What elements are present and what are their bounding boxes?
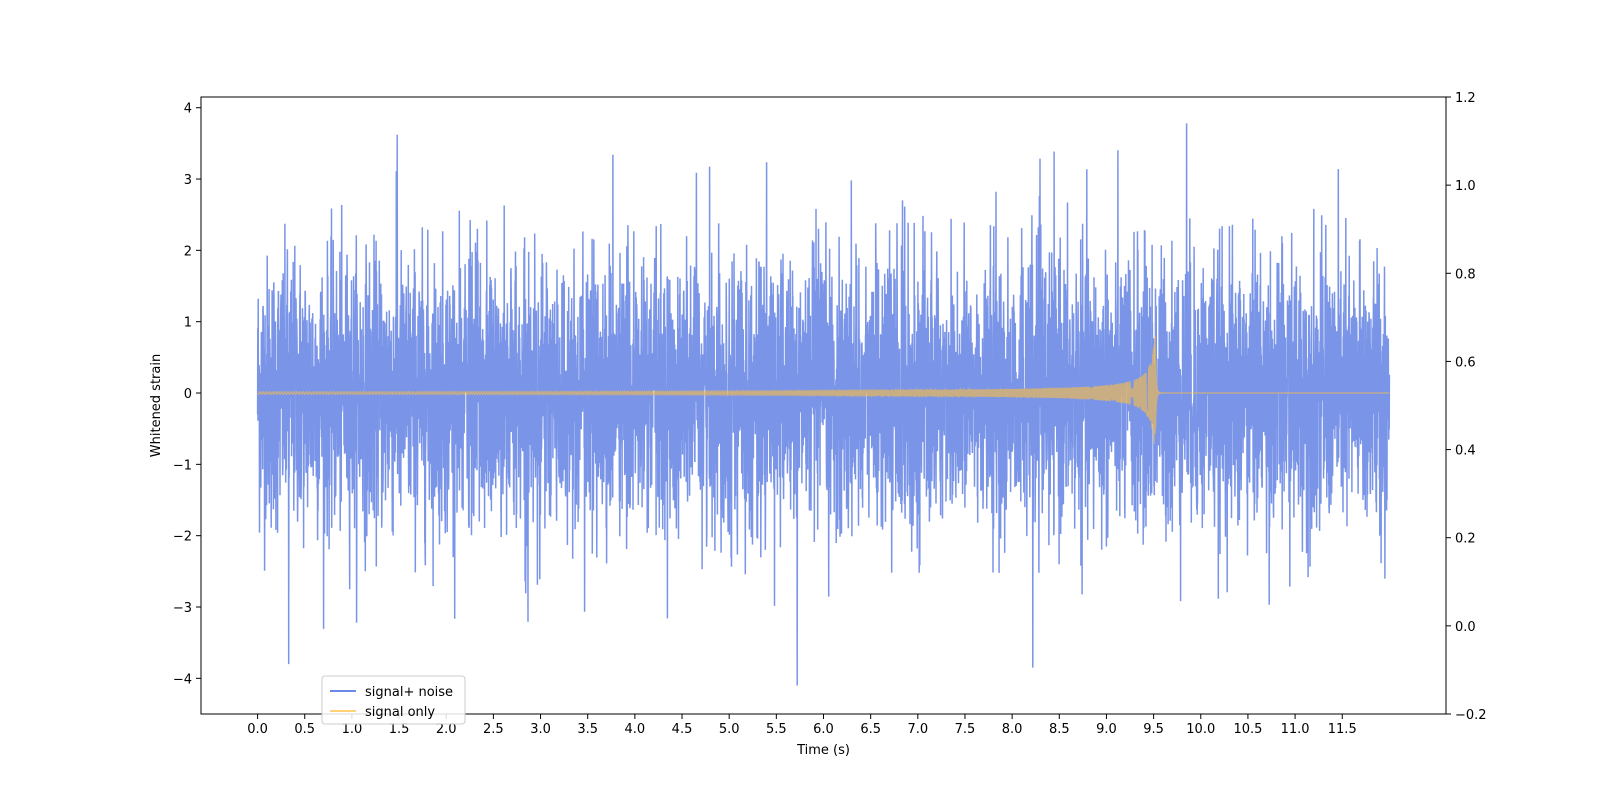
y2-tick-label: 1.2 xyxy=(1455,91,1476,106)
x-tick-label: 5.0 xyxy=(719,722,740,737)
y-tick-label: 2 xyxy=(184,244,192,259)
x-tick-label: 3.0 xyxy=(530,722,551,737)
y2-tick-label: 0.4 xyxy=(1455,444,1476,459)
plot-area xyxy=(256,123,1391,686)
x-tick-label: 0.0 xyxy=(247,722,268,737)
y-axis-label: Whitened strain xyxy=(149,354,164,457)
x-tick-label: 4.0 xyxy=(625,722,646,737)
x-tick-label: 4.5 xyxy=(672,722,693,737)
x-tick-label: 3.5 xyxy=(577,722,598,737)
legend[interactable]: signal+ noise signal only xyxy=(321,675,466,725)
x-tick-label: 1.5 xyxy=(389,722,410,737)
x-tick-label: 10.0 xyxy=(1186,722,1215,737)
x-tick-label: 2.0 xyxy=(436,722,457,737)
legend-entry-label: signal+ noise xyxy=(365,685,453,700)
x-tick-label: 10.5 xyxy=(1233,722,1262,737)
y-tick-label: −3 xyxy=(173,601,192,616)
y-tick-label: 4 xyxy=(184,102,192,117)
y2-tick-label: 1.0 xyxy=(1455,179,1476,194)
y-tick-label: 3 xyxy=(184,173,192,188)
legend-entry-label: signal only xyxy=(365,705,435,720)
x-tick-label: 7.5 xyxy=(955,722,976,737)
axes: 0.0 0.5 1.0 1.5 2.0 2.5 3.0 3.5 4.0 4.5 5.0 5.5 6.0 6… xyxy=(173,91,1487,737)
y2-tick-label: 0.8 xyxy=(1455,267,1476,282)
x-tick-label: 11.5 xyxy=(1328,722,1357,737)
y-tick-label: 1 xyxy=(184,316,192,331)
x-tick-label: 7.0 xyxy=(907,722,928,737)
x-tick-label: 5.5 xyxy=(766,722,787,737)
y-tick-label: −4 xyxy=(173,672,192,687)
x-tick-label: 2.5 xyxy=(483,722,504,737)
x-tick-label: 1.0 xyxy=(342,722,363,737)
y2-tick-label: 0.6 xyxy=(1455,355,1476,370)
x-tick-label: 11.0 xyxy=(1281,722,1310,737)
x-tick-label: 9.5 xyxy=(1143,722,1164,737)
x-axis-label: Time (s) xyxy=(796,743,850,758)
y-tick-label: −2 xyxy=(173,530,192,545)
x-tick-label: 6.5 xyxy=(860,722,881,737)
x-tick-label: 0.5 xyxy=(294,722,315,737)
legend-box xyxy=(321,675,466,725)
y-tick-label: −1 xyxy=(173,458,192,473)
y2-tick-label: 0.2 xyxy=(1455,532,1476,547)
series-signal-plus-noise-line xyxy=(256,123,1391,686)
y-tick-label: 0 xyxy=(184,387,192,402)
series-signal-only-line xyxy=(257,335,1390,444)
y2-tick-label: −0.2 xyxy=(1455,708,1487,723)
x-tick-label: 8.0 xyxy=(1002,722,1023,737)
y2-tick-label: 0.0 xyxy=(1455,620,1476,635)
x-tick-label: 9.0 xyxy=(1096,722,1117,737)
x-tick-label: 6.0 xyxy=(813,722,834,737)
x-tick-label: 8.5 xyxy=(1049,722,1070,737)
